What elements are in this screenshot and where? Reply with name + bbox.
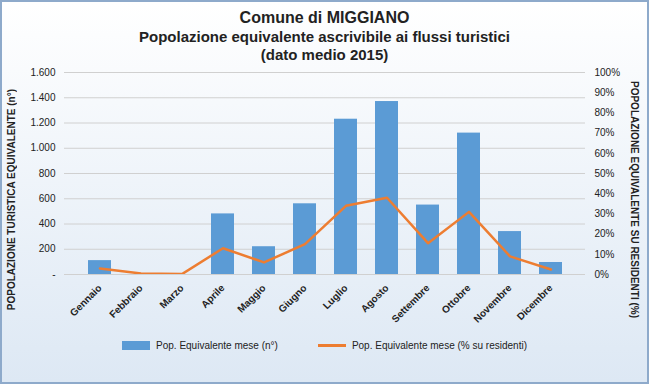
- svg-text:Marzo: Marzo: [157, 282, 185, 310]
- svg-text:0%: 0%: [595, 269, 610, 280]
- svg-text:1.200: 1.200: [30, 117, 55, 128]
- svg-text:1.400: 1.400: [30, 92, 55, 103]
- svg-text:Gennaio: Gennaio: [68, 282, 104, 318]
- html-text:Comune di MIGGIANO: Comune di MIGGIANO: [239, 9, 410, 26]
- svg-text:80%: 80%: [595, 107, 615, 118]
- svg-text:Luglio: Luglio: [321, 282, 350, 311]
- svg-text:30%: 30%: [595, 208, 615, 219]
- svg-text:200: 200: [39, 243, 56, 254]
- svg-text:20%: 20%: [595, 228, 615, 239]
- svg-text:70%: 70%: [595, 127, 615, 138]
- svg-text:Febbraio: Febbraio: [107, 282, 145, 320]
- svg-text:100%: 100%: [595, 67, 621, 78]
- svg-text:10%: 10%: [595, 249, 615, 260]
- html-text:Popolazione equivalente ascriv: Popolazione equivalente ascrivibile ai f…: [139, 28, 510, 45]
- svg-text:1.600: 1.600: [30, 67, 55, 78]
- svg-text:40%: 40%: [595, 188, 615, 199]
- svg-text:1.000: 1.000: [30, 142, 55, 153]
- svg-text:Aprile: Aprile: [199, 282, 227, 310]
- svg-text:Novembre: Novembre: [471, 282, 514, 325]
- svg-text:50%: 50%: [595, 168, 615, 179]
- svg-text:60%: 60%: [595, 148, 615, 159]
- svg-text:Agosto: Agosto: [359, 282, 391, 314]
- html-text:POPOLAZIONE TURISTICA EQUIVALE: POPOLAZIONE TURISTICA EQUIVALENTE (n°): [5, 89, 17, 311]
- html-text:(dato medio 2015): (dato medio 2015): [260, 46, 389, 63]
- html-text:Pop. Equivalente mese (% su re: Pop. Equivalente mese (% su residenti): [351, 340, 527, 351]
- svg-text:Ottobre: Ottobre: [439, 282, 473, 316]
- svg-text:600: 600: [39, 193, 56, 204]
- html-text:POPOLAZIONE EQUIVALENTE SU RES: POPOLAZIONE EQUIVALENTE SU RESIDENTI (%): [628, 81, 640, 319]
- svg-text:90%: 90%: [595, 87, 615, 98]
- svg-text:800: 800: [39, 168, 56, 179]
- html-text:Pop. Equivalente mese (n°): Pop. Equivalente mese (n°): [156, 340, 278, 351]
- svg-text:400: 400: [39, 218, 56, 229]
- svg-text:Settembre: Settembre: [389, 282, 432, 325]
- svg-text:Dicembre: Dicembre: [515, 282, 555, 322]
- svg-text:Giugno: Giugno: [276, 282, 309, 315]
- svg-text:-: -: [52, 269, 55, 280]
- svg-text:Maggio: Maggio: [235, 282, 268, 315]
